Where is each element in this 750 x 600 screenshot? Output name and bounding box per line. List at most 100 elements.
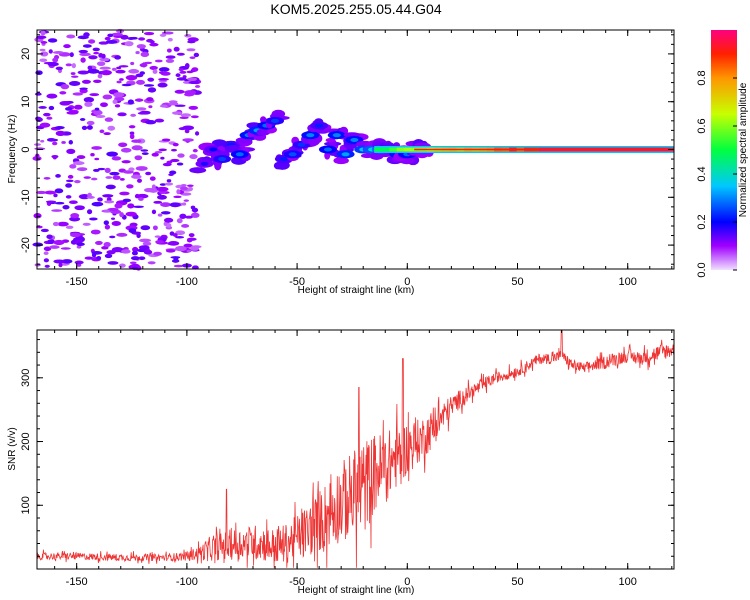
- spectrogram-noise-speckle: [114, 55, 121, 60]
- spectrogram-noise-speckle: [154, 235, 161, 238]
- spectrogram-noise-speckle: [190, 212, 200, 218]
- spectrogram-noise-speckle: [62, 205, 70, 210]
- spectrogram-noise-speckle: [69, 232, 81, 238]
- spectrogram-cluster-core: [332, 133, 341, 138]
- spectrogram-noise-speckle: [97, 197, 103, 202]
- spectrogram-noise-speckle: [81, 125, 88, 130]
- spectrogram-noise-speckle: [174, 89, 185, 94]
- colorbar-ticks: 0.0 0.2 0.4 0.6 0.8: [696, 70, 737, 278]
- spectrogram-noise-speckle: [44, 264, 50, 268]
- spectrogram-noise-speckle: [129, 36, 138, 40]
- spectrogram-noise-speckle: [73, 104, 83, 110]
- spectrogram-noise-speckle: [111, 156, 122, 161]
- x-tick-label: -100: [176, 576, 198, 588]
- spectrogram-noise-speckle: [126, 184, 134, 189]
- snr-series-line: [36, 329, 675, 568]
- spectrogram-noise-speckle: [70, 72, 76, 75]
- y-tick-label: 100: [20, 496, 32, 514]
- spectrogram-noise-speckle: [86, 209, 93, 215]
- spectrogram-noise-speckle: [140, 51, 150, 58]
- spectrogram-noise-speckle: [161, 138, 171, 142]
- spectrogram-noise-speckle: [40, 51, 49, 57]
- spectrogram-noise-speckle: [79, 52, 91, 57]
- spectrogram-noise-speckle: [112, 99, 118, 105]
- spectrogram-noise-speckle: [181, 224, 190, 228]
- snr-frame: [36, 329, 675, 570]
- spectrogram-noise-speckle: [54, 125, 65, 130]
- spectrogram-noise-speckle: [84, 101, 93, 107]
- spectrogram-noise-speckle: [104, 117, 114, 122]
- spectrogram-noise-speckle: [182, 138, 194, 142]
- spectrogram-noise-speckle: [65, 63, 72, 67]
- spectrogram-noise-speckle: [187, 40, 196, 44]
- spectrogram-noise-speckle: [93, 168, 100, 172]
- spectrogram-noise-speckle: [147, 77, 155, 82]
- spectrogram-noise-speckle: [179, 116, 189, 120]
- x-tick-label: -150: [66, 276, 88, 288]
- spectrogram-noise-speckle: [166, 160, 173, 164]
- spectrogram-noise-speckle: [43, 251, 49, 256]
- spectrogram-noise-speckle: [160, 202, 171, 207]
- spectrogram-cluster-halo: [333, 157, 349, 165]
- spectrogram-noise-speckle: [193, 52, 200, 58]
- spectrogram-noise-speckle: [52, 141, 58, 146]
- spectrogram-tone-segment: [381, 147, 390, 152]
- spectrogram-noise-speckle: [69, 216, 81, 222]
- spectrogram-noise-speckle: [148, 105, 153, 109]
- spectrogram-noise-speckle: [143, 84, 155, 87]
- spectrogram-noise-speckle: [168, 102, 179, 106]
- spectrogram-noise-speckle: [106, 151, 119, 157]
- figure-title: KOM5.2025.255.05.44.G04: [270, 1, 441, 17]
- spectrogram-noise-speckle: [154, 118, 165, 123]
- spectrogram-noise-speckle: [96, 256, 102, 260]
- spectrogram-noise-speckle: [153, 251, 162, 256]
- spectrogram-noise-speckle: [149, 65, 158, 70]
- spectrogram-noise-speckle: [142, 241, 152, 246]
- spectrogram-noise-speckle: [81, 79, 91, 84]
- spectrogram-noise-speckle: [157, 82, 168, 88]
- spectrogram-noise-speckle: [65, 195, 72, 199]
- spectrogram-noise-speckle: [100, 69, 112, 76]
- spectrogram-noise-speckle: [65, 179, 74, 183]
- spectrogram-noise-speckle: [143, 31, 155, 36]
- spectrogram-noise-speckle: [100, 102, 108, 108]
- spectrogram-noise-speckle: [132, 246, 139, 253]
- spectrogram-noise-speckle: [94, 157, 100, 161]
- spectrogram-noise-speckle: [129, 133, 135, 140]
- spectrogram-noise-speckle: [65, 225, 74, 229]
- spectrogram-noise-speckle: [48, 105, 55, 111]
- spectrogram-noise-speckle: [120, 147, 132, 153]
- x-tick-label: -150: [66, 576, 88, 588]
- colorbar-tick-label: 0.8: [696, 70, 708, 85]
- spectrogram-noise-speckle: [131, 250, 138, 256]
- spectrogram-noise-speckle: [138, 37, 146, 41]
- spectrogram-noise-speckle: [111, 247, 124, 253]
- spectrogram-noise-speckle: [93, 110, 103, 116]
- colorbar-tick-label: 0.0: [696, 262, 708, 277]
- spectrogram-noise-speckle: [70, 212, 80, 219]
- spectrogram-noise-speckle: [40, 139, 45, 143]
- spectrogram-noise-speckle: [172, 233, 178, 237]
- spectrogram-noise-speckle: [118, 263, 126, 268]
- spectrogram-noise-speckle: [54, 188, 64, 194]
- spectrogram-noise-speckle: [159, 104, 168, 108]
- spectrogram-noise-speckle: [146, 97, 154, 102]
- spectrogram-noise-speckle: [176, 162, 184, 166]
- spectrogram-noise-speckle: [125, 74, 138, 81]
- spectrogram-noise-speckle: [90, 229, 101, 235]
- spectrogram-noise-speckle: [186, 238, 193, 243]
- spectrogram-noise-speckle: [185, 215, 193, 219]
- spectrogram-noise-speckle: [55, 130, 66, 136]
- spectrogram-noise-speckle: [71, 75, 79, 78]
- spectrogram-noise-speckle: [159, 71, 164, 74]
- spectrogram-noise-speckle: [138, 245, 150, 250]
- spectrogram-noise-speckle: [78, 49, 88, 54]
- spectrogram-noise-speckle: [121, 160, 131, 164]
- spectrogram-noise-speckle: [114, 104, 121, 108]
- spectrogram-noise-speckle: [53, 259, 65, 264]
- spectrogram-noise-speckle: [143, 249, 153, 255]
- spectrogram-cluster-halo: [260, 116, 267, 123]
- spectrogram-noise-speckle: [190, 246, 199, 251]
